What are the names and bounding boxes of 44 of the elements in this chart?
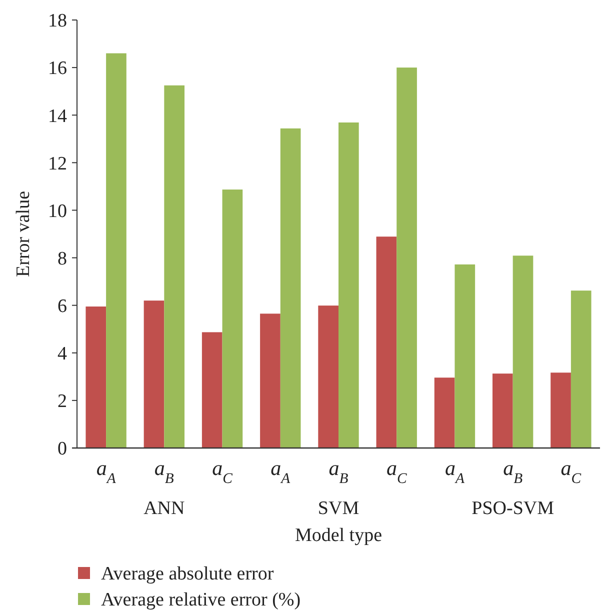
bar: [512, 256, 534, 448]
text: ANN: [144, 498, 186, 519]
y-tick-label: 18: [48, 10, 67, 32]
y-axis-title: Error value: [13, 191, 34, 277]
x-tick-label: a$_{B}$: [154, 456, 174, 487]
bar: [434, 378, 455, 448]
bar: [338, 122, 359, 448]
x-tick-label: a$_{A}$: [270, 456, 292, 487]
legend-label: Average relative error (%): [101, 590, 301, 611]
x-tick-label: a$_{B}$: [328, 456, 348, 487]
y-tick-label: 2: [58, 391, 67, 412]
y-tick-label: 8: [58, 248, 67, 270]
bar: [280, 128, 301, 448]
y-tick-label: 4: [58, 344, 68, 365]
bar: [260, 314, 280, 448]
x-tick-label: a$_{A}$: [444, 456, 466, 487]
bar: [202, 332, 222, 448]
bar: [318, 306, 338, 448]
bar: [550, 372, 571, 448]
x-tick-label: a$_{C}$: [560, 456, 582, 487]
text: PSO-SVM: [472, 498, 554, 519]
y-tick-label: 16: [48, 58, 67, 80]
y-tick-label: 12: [48, 153, 67, 174]
bar: [570, 290, 592, 448]
bar: [222, 190, 243, 448]
bar: [144, 300, 164, 448]
x-tick-label: a$_{C}$: [386, 456, 407, 487]
bar: [376, 236, 397, 448]
x-axis-title: Model type: [294, 525, 382, 546]
y-tick-label: 10: [48, 200, 67, 222]
x-tick-label: a$_{A}$: [96, 456, 117, 487]
y-tick-label: 6: [58, 296, 67, 317]
text: SVM: [318, 498, 360, 519]
x-tick-label: a$_{B}$: [503, 456, 523, 487]
y-tick-label: 14: [48, 106, 68, 127]
bar: [86, 306, 106, 448]
bar: [492, 374, 513, 448]
bar: [164, 85, 185, 448]
x-tick-label: a$_{C}$: [212, 456, 233, 487]
bar: [106, 53, 126, 448]
legend-label: Average absolute error: [101, 564, 274, 585]
y-tick-label: 0: [58, 438, 67, 460]
bar: [396, 68, 417, 448]
bar: [454, 264, 476, 448]
